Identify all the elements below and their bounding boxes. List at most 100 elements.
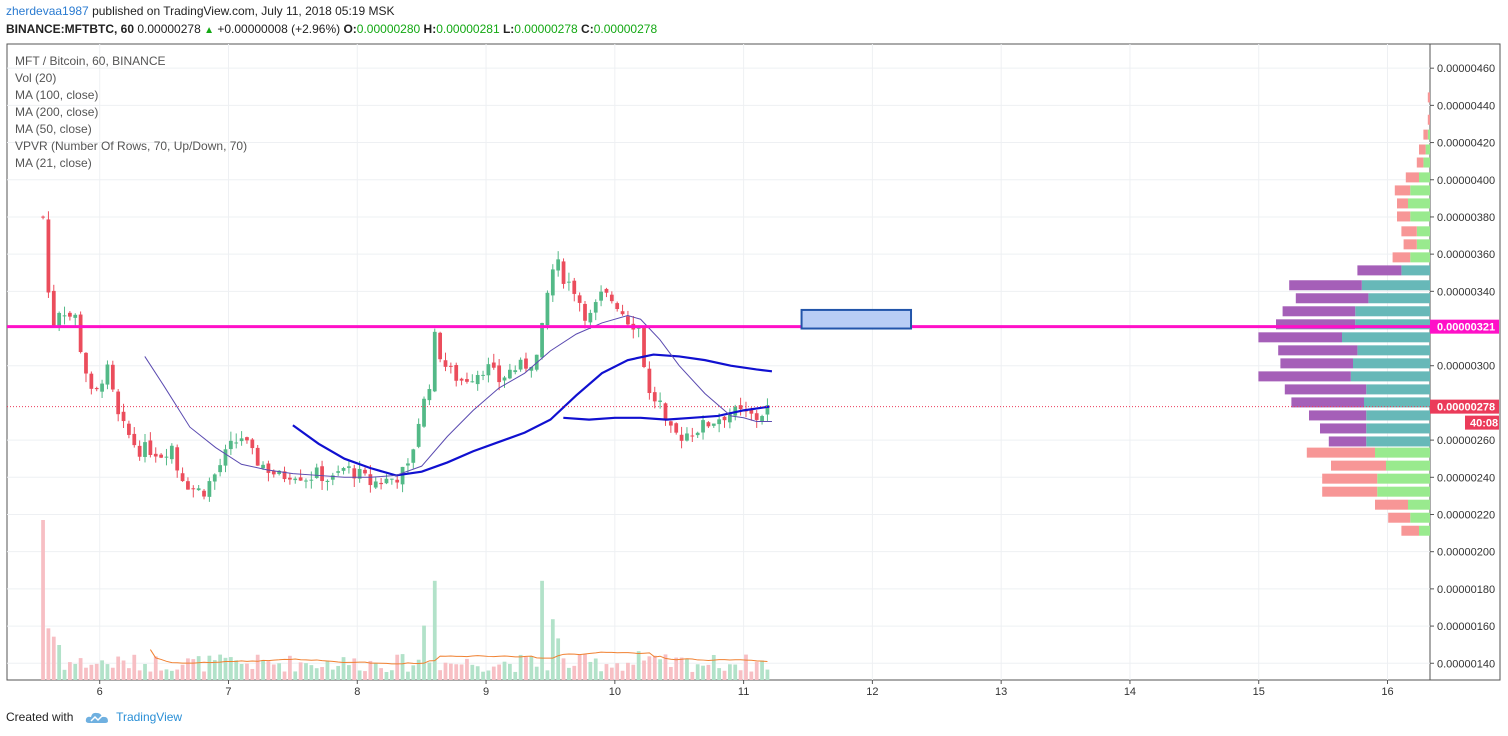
- candle-body: [475, 374, 480, 385]
- volume-bar: [695, 664, 700, 680]
- volume-bar: [481, 671, 485, 680]
- volume-bar: [749, 671, 754, 680]
- volume-bar: [110, 667, 115, 680]
- candle-body: [186, 481, 190, 490]
- candle-body: [218, 465, 223, 473]
- volume-bar: [502, 661, 507, 680]
- low-value: 0.00000278: [514, 22, 578, 36]
- candle-body: [228, 440, 233, 450]
- volume-bar: [309, 665, 314, 680]
- up-triangle-icon: ▲: [204, 25, 214, 36]
- tradingview-link[interactable]: TradingView: [116, 710, 183, 724]
- candle-body: [508, 369, 512, 379]
- volume-bar: [68, 662, 72, 680]
- volume-bar: [89, 664, 94, 680]
- author-name[interactable]: zherdevaa1987: [6, 4, 89, 18]
- volume-bar: [513, 671, 518, 680]
- volume-bar: [202, 671, 206, 680]
- legend-ma21[interactable]: MA (21, close): [15, 156, 92, 170]
- volume-bar: [674, 657, 679, 680]
- vp-up-bar: [1408, 198, 1430, 209]
- volume-bar: [169, 670, 174, 680]
- x-tick-label: 15: [1253, 686, 1265, 698]
- vp-down-bar: [1280, 358, 1353, 369]
- legend-volume[interactable]: Vol (20): [15, 71, 57, 85]
- vp-down-bar: [1392, 252, 1411, 263]
- volume-bar: [652, 655, 657, 680]
- candle-body: [62, 315, 67, 317]
- vp-down-bar: [1419, 144, 1426, 155]
- vp-down-bar: [1289, 280, 1362, 291]
- vp-up-bar: [1423, 157, 1430, 168]
- legend-vpvr[interactable]: VPVR (Number Of Rows, 70, Up/Down, 70): [15, 139, 248, 153]
- candle-body: [663, 403, 668, 420]
- volume-bar: [411, 665, 416, 680]
- x-tick-label: 7: [225, 686, 231, 698]
- candle-body: [599, 291, 603, 301]
- vp-down-bar: [1401, 226, 1417, 237]
- candle-body: [84, 352, 88, 374]
- x-tick-label: 9: [483, 686, 489, 698]
- candle-body: [615, 303, 620, 310]
- volume-bar: [207, 655, 212, 680]
- candle-body: [110, 364, 115, 390]
- candle-body: [325, 480, 330, 483]
- rectangle-drawing: [800, 308, 913, 330]
- legend-ma100[interactable]: MA (100, close): [15, 88, 99, 102]
- candle-body: [309, 479, 314, 481]
- candle-body: [577, 295, 582, 303]
- candle-body: [212, 474, 217, 482]
- vp-down-bar: [1322, 486, 1378, 497]
- volume-bar: [127, 668, 131, 680]
- open-value: 0.00000280: [356, 22, 421, 36]
- legend-symbol[interactable]: MFT / Bitcoin, 60, BINANCE: [15, 54, 166, 68]
- candle-body: [304, 480, 308, 482]
- candle-body: [502, 377, 507, 381]
- volume-bar: [266, 661, 271, 680]
- volume-bar: [556, 638, 561, 680]
- volume-bar: [293, 671, 298, 680]
- vp-down-bar: [1320, 423, 1367, 434]
- last-price-tag: 0.00000278: [1437, 402, 1495, 414]
- open-label: O:: [343, 22, 357, 36]
- candle-body: [411, 449, 416, 463]
- volume-bar: [84, 667, 88, 680]
- candle-body: [196, 488, 201, 491]
- volume-bar: [668, 666, 673, 680]
- volume-bar: [78, 658, 83, 680]
- candle-body: [336, 471, 341, 473]
- volume-bar: [100, 660, 104, 680]
- y-tick-label: 0.00000380: [1437, 212, 1495, 224]
- legend-ma200[interactable]: MA (200, close): [15, 105, 99, 119]
- volume-bar: [277, 663, 282, 680]
- vp-up-bar: [1377, 486, 1430, 497]
- vp-up-bar: [1364, 397, 1430, 408]
- candle-body: [175, 447, 180, 471]
- last-price: 0.00000278: [137, 22, 201, 36]
- candle-body: [518, 359, 523, 370]
- volume-bar: [588, 661, 593, 680]
- publish-line: zherdevaa1987 published on TradingView.c…: [6, 4, 395, 18]
- volume-bar: [465, 658, 469, 680]
- vp-down-bar: [1331, 460, 1386, 471]
- legend-ma50[interactable]: MA (50, close): [15, 122, 92, 136]
- candle-body: [642, 327, 646, 367]
- vp-down-bar: [1375, 499, 1408, 510]
- candle-body: [545, 292, 550, 326]
- candle-body: [406, 463, 410, 466]
- volume-bar: [679, 657, 684, 680]
- candle-body: [550, 269, 555, 296]
- vp-up-bar: [1342, 332, 1430, 343]
- vp-down-bar: [1258, 371, 1351, 382]
- volume-bar: [175, 669, 180, 680]
- chart-grid: [6, 43, 1501, 681]
- candle-body: [94, 387, 99, 390]
- candle-body: [556, 259, 561, 271]
- candle-body: [330, 475, 335, 480]
- vp-down-bar: [1397, 198, 1408, 209]
- y-tick-label: 0.00000300: [1437, 361, 1495, 373]
- volume-bar: [518, 654, 523, 680]
- volume-bar: [116, 656, 121, 680]
- tradingview-cloud-icon: [85, 712, 108, 723]
